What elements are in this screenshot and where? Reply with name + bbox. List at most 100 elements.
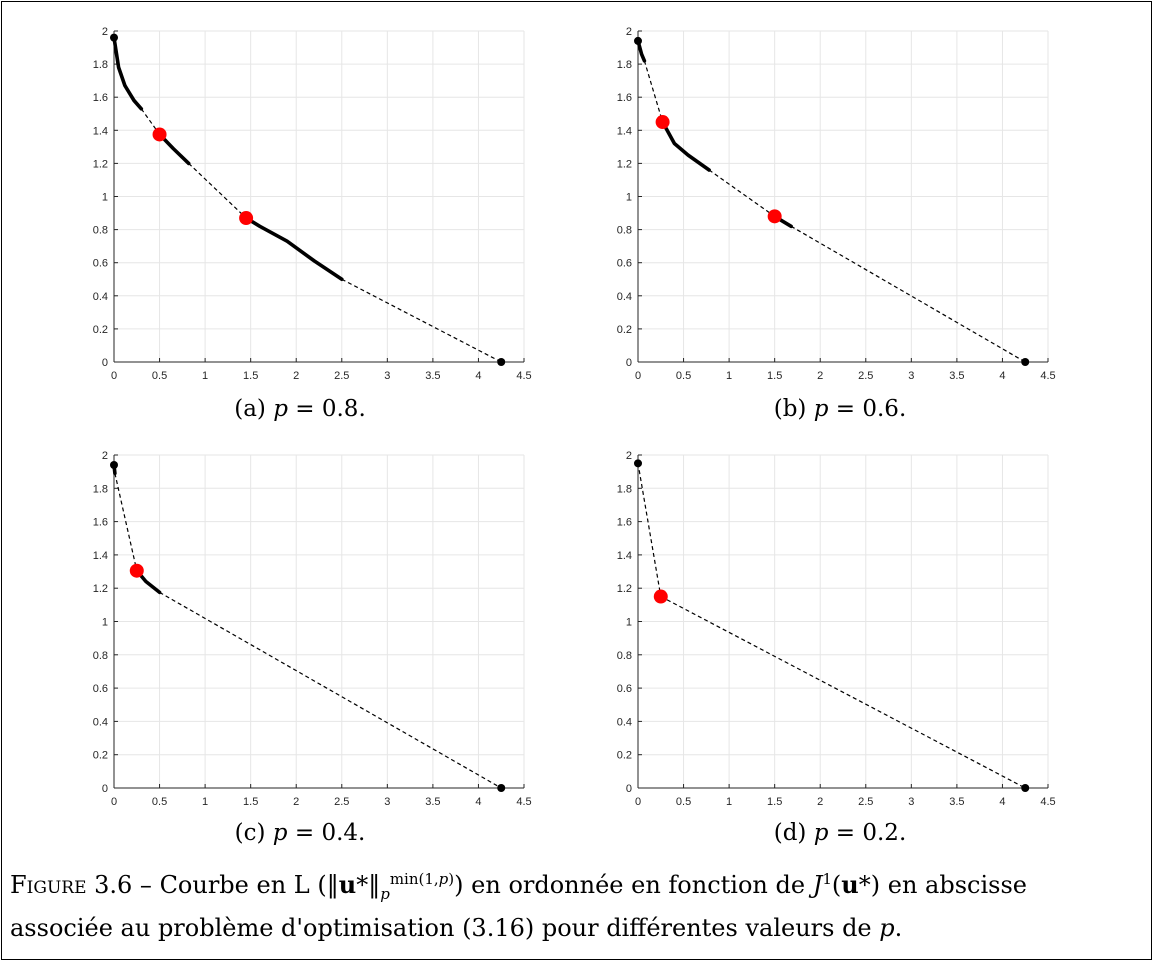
x-tick-label: 3.5 xyxy=(949,796,964,808)
y-tick-label: 0.8 xyxy=(93,650,108,662)
dashed-segment xyxy=(660,595,1026,789)
y-tick-label: 0.2 xyxy=(93,324,108,336)
x-tick-label: 0 xyxy=(635,370,641,382)
x-tick-label: 2.5 xyxy=(334,796,349,808)
subcaption-d-value: 0.2 xyxy=(862,820,899,846)
x-tick-label: 2.5 xyxy=(858,796,873,808)
x-tick-label: 4.5 xyxy=(1040,796,1055,808)
x-tick-label: 0 xyxy=(111,796,117,808)
x-tick-label: 2 xyxy=(817,796,823,808)
subcaption-a-value: 0.8 xyxy=(321,396,359,422)
x-tick-label: 2 xyxy=(293,796,299,808)
x-tick-label: 2 xyxy=(293,370,299,382)
caption-j-expr: J1(u*) xyxy=(812,870,881,899)
y-tick-label: 0.2 xyxy=(617,324,632,336)
x-tick-label: 3 xyxy=(908,796,914,808)
chart-b: 0 0.5 1 1.5 2 2.5 3 3.5 4 4.5 0 0.2 0.4 0.6 0.8 1 1.2 1.4… xyxy=(617,26,1056,382)
y-tick-label: 0.2 xyxy=(617,750,632,762)
caption-label: Figure 3.6 – xyxy=(10,871,152,899)
subcaption-b: (b) p = 0.6. xyxy=(773,396,907,422)
subcaption-d-prefix: (d) xyxy=(773,820,807,846)
y-tick-label: 1.6 xyxy=(617,517,632,529)
x-tick-label: 3.5 xyxy=(425,796,440,808)
x-tick-label: 2.5 xyxy=(334,370,349,382)
caption-text-2: en ordonnée en fonction de xyxy=(471,871,806,899)
y-tick-label: 0 xyxy=(626,357,632,369)
y-tick-label: 0 xyxy=(102,783,108,795)
y-tick-label: 1.2 xyxy=(93,158,108,170)
endpoint-marker xyxy=(497,358,506,366)
y-tick-label: 2 xyxy=(626,450,632,462)
y-tick-label: 1 xyxy=(626,192,632,204)
dashed-segment xyxy=(159,591,502,789)
x-tick-label: 3 xyxy=(384,370,390,382)
x-tick-label: 4 xyxy=(999,796,1005,808)
x-tick-label: 4.5 xyxy=(1040,370,1055,382)
y-tick-label: 1.2 xyxy=(93,583,108,595)
x-tick-label: 3.5 xyxy=(425,370,440,382)
dashed-segment xyxy=(637,463,662,597)
x-tick-label: 0.5 xyxy=(152,370,167,382)
x-tick-label: 1.5 xyxy=(767,370,782,382)
y-tick-label: 1.2 xyxy=(617,583,632,595)
solid-segment xyxy=(244,216,344,282)
subcaption-a-p: p xyxy=(273,396,288,422)
highlight-marker xyxy=(655,115,670,130)
caption-text-4: associée au problème d'optimisation (3.1… xyxy=(10,913,872,942)
subcaption-a: (a) p = 0.8. xyxy=(234,396,366,422)
solid-segment xyxy=(660,120,711,172)
y-tick-label: 2 xyxy=(102,26,108,38)
caption-text-3: en abscisse xyxy=(887,871,1027,899)
y-tick-label: 0.6 xyxy=(617,258,632,270)
y-tick-label: 1 xyxy=(102,192,108,204)
x-tick-label: 1.5 xyxy=(767,796,782,808)
x-tick-label: 0.5 xyxy=(676,370,691,382)
solid-segment xyxy=(636,39,647,63)
y-tick-label: 1.6 xyxy=(93,517,108,529)
x-tick-label: 4 xyxy=(999,370,1005,382)
y-tick-label: 0.4 xyxy=(617,716,632,728)
y-tick-label: 0.6 xyxy=(617,683,632,695)
y-tick-label: 2 xyxy=(626,26,632,38)
y-tick-label: 2 xyxy=(102,450,108,462)
subcaption-c-p: p xyxy=(272,820,288,846)
chart-c: 0 0.5 1 1.5 2 2.5 3 3.5 4 4.5 0 0.2 0.4 0.6 0.8 1 1.2 1.4… xyxy=(93,450,532,808)
subcaption-b-prefix: (b) xyxy=(773,396,807,422)
y-tick-label: 0.6 xyxy=(93,258,108,270)
endpoint-marker xyxy=(110,33,118,42)
x-tick-label: 3 xyxy=(908,370,914,382)
dashed-segment xyxy=(708,169,776,217)
y-tick-label: 1.8 xyxy=(617,59,632,71)
solid-segment xyxy=(112,35,144,111)
chart-a: 0 0.5 1 1.5 2 2.5 3 3.5 4 4.5 0 0.2 0.4 0.6 0.8 1 1.2 1.4… xyxy=(93,26,532,382)
dashed-segment xyxy=(114,473,138,571)
subcaption-b-p: p xyxy=(813,396,829,422)
y-tick-label: 1.4 xyxy=(617,125,632,137)
highlight-marker xyxy=(767,209,782,224)
x-tick-label: 0 xyxy=(635,796,641,808)
y-tick-label: 0.8 xyxy=(617,225,632,237)
highlight-marker xyxy=(653,589,668,604)
subcaption-b-value: 0.6 xyxy=(862,396,899,422)
x-tick-label: 1 xyxy=(726,370,732,382)
y-tick-label: 0.4 xyxy=(617,291,632,303)
subcaption-d: (d) p = 0.2. xyxy=(773,820,907,846)
y-tick-label: 1.4 xyxy=(617,550,632,562)
highlight-marker xyxy=(239,211,254,226)
y-tick-label: 1.8 xyxy=(93,59,108,71)
subcaption-c-prefix: (c) xyxy=(234,820,266,846)
x-tick-label: 1.5 xyxy=(243,370,258,382)
chart-d: 0 0.5 1 1.5 2 2.5 3 3.5 4 4.5 0 0.2 0.4 0.6 0.8 1 1.2 1.4… xyxy=(617,450,1056,808)
y-tick-label: 1.4 xyxy=(93,125,108,137)
subcaption-d-p: p xyxy=(813,820,829,846)
dashed-segment xyxy=(790,225,1026,363)
dashed-segment xyxy=(188,162,247,219)
endpoint-marker xyxy=(110,460,118,469)
x-tick-label: 4 xyxy=(475,370,481,382)
x-tick-label: 0 xyxy=(111,370,117,382)
caption-text-1: Courbe en L xyxy=(159,871,310,899)
x-tick-label: 1 xyxy=(726,796,732,808)
x-tick-label: 3.5 xyxy=(949,370,964,382)
y-tick-label: 0.8 xyxy=(617,650,632,662)
x-tick-label: 4.5 xyxy=(516,796,531,808)
